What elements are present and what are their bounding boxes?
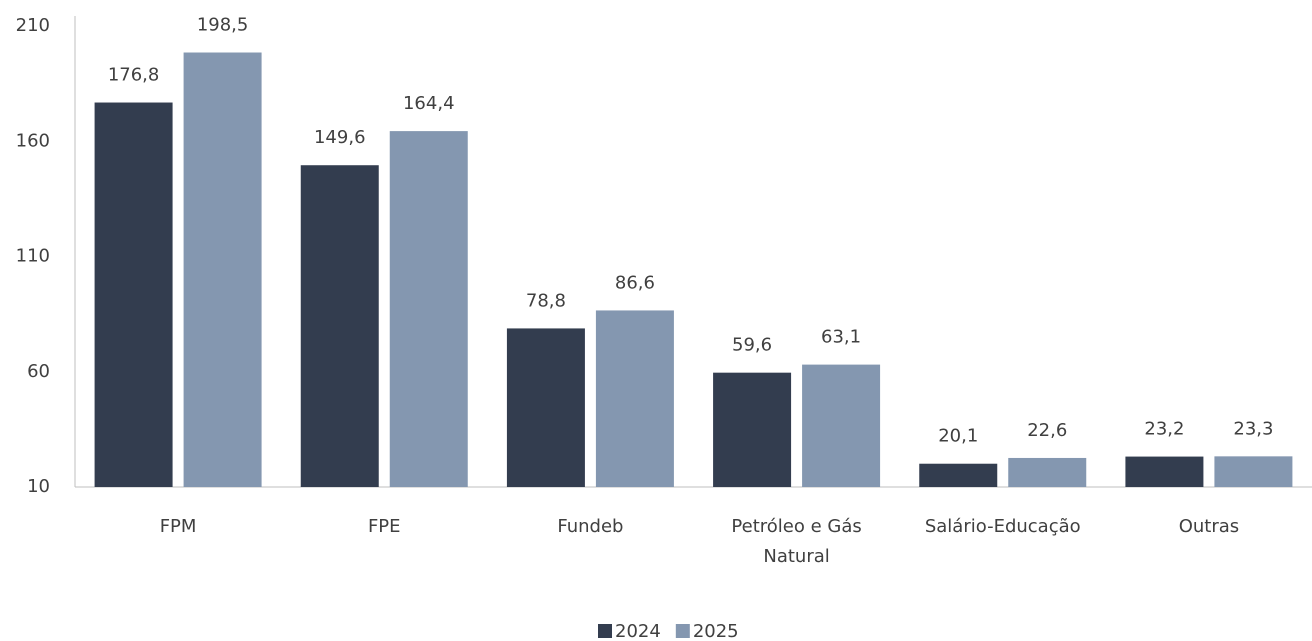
bar <box>389 131 468 487</box>
x-tick-label: Salário-Educação <box>925 516 1081 537</box>
x-tick-label: FPE <box>368 516 401 537</box>
bar <box>1214 456 1293 487</box>
value-label: 198,5 <box>197 15 249 36</box>
value-label: 78,8 <box>526 290 566 311</box>
value-label: 149,6 <box>314 127 366 148</box>
value-label: 59,6 <box>732 335 772 356</box>
y-tick-label: 60 <box>27 361 50 382</box>
legend-swatch <box>675 624 690 638</box>
value-label: 86,6 <box>615 272 655 293</box>
x-tick-label: Outras <box>1179 516 1239 537</box>
bar <box>595 310 674 487</box>
value-label: 63,1 <box>821 327 861 348</box>
bar <box>802 364 881 487</box>
y-tick-label: 210 <box>16 15 50 36</box>
value-label: 22,6 <box>1027 420 1067 441</box>
y-tick-label: 160 <box>16 130 50 151</box>
x-tick-label: FPM <box>160 516 197 537</box>
value-label: 20,1 <box>938 426 978 447</box>
value-label: 176,8 <box>108 65 160 86</box>
bar <box>506 328 585 487</box>
x-tick-label: Fundeb <box>557 516 623 537</box>
value-label: 23,2 <box>1144 419 1184 440</box>
y-tick-label: 110 <box>16 246 50 267</box>
bar <box>94 102 173 487</box>
bar <box>919 463 998 487</box>
value-label: 23,3 <box>1233 418 1273 439</box>
y-tick-label: 10 <box>27 476 50 497</box>
x-tick-label: Petróleo e Gás Natural <box>731 516 861 567</box>
legend: 2024 2025 <box>598 621 739 641</box>
legend-label: 2025 <box>693 621 739 641</box>
bar <box>713 372 792 487</box>
bar <box>300 165 379 488</box>
value-label: 164,4 <box>403 93 455 114</box>
bar <box>183 52 262 487</box>
legend-label: 2024 <box>615 621 661 641</box>
bar <box>1008 457 1087 487</box>
bar <box>1125 456 1204 487</box>
legend-swatch <box>598 624 612 638</box>
